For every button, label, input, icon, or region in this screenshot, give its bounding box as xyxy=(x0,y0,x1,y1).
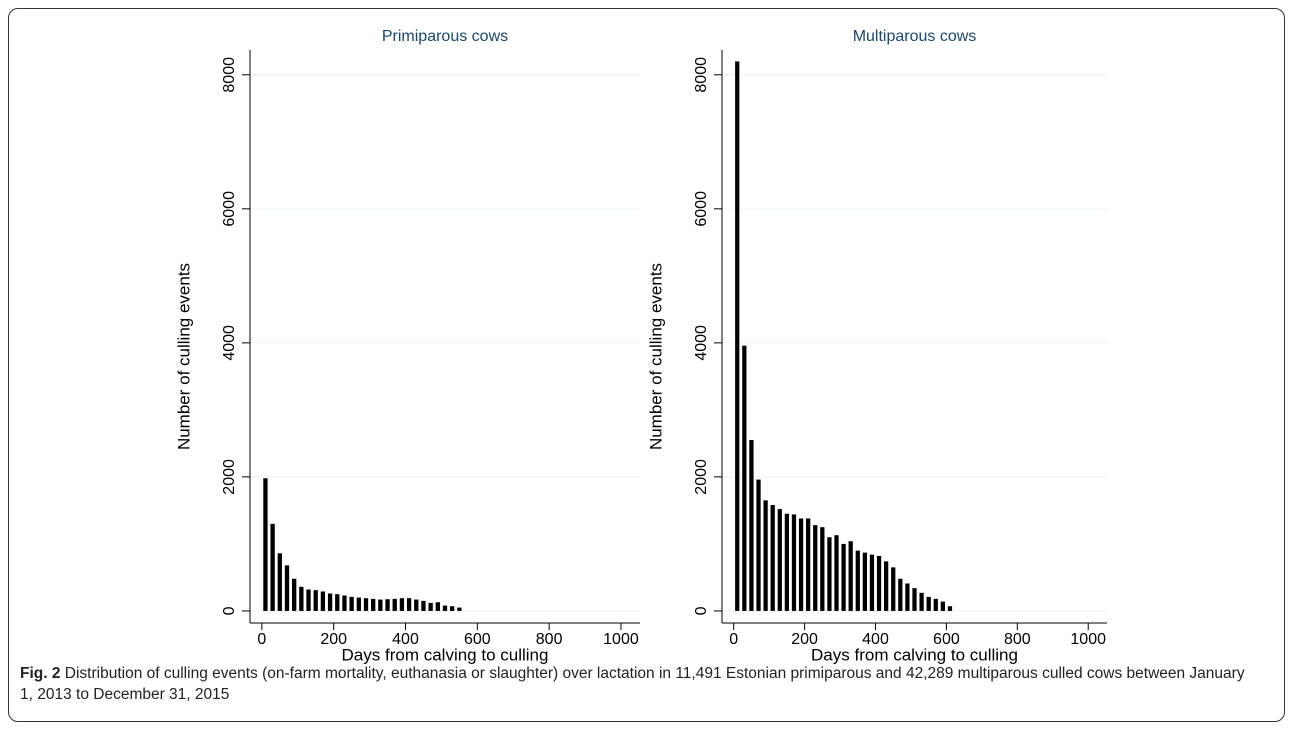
y-tick-label: 6000 xyxy=(693,191,710,227)
bar xyxy=(756,479,761,611)
bar xyxy=(947,606,953,611)
bar xyxy=(349,596,354,611)
y-tick-label: 0 xyxy=(221,606,238,615)
bar xyxy=(428,602,433,611)
bar xyxy=(414,599,419,611)
y-tick-label: 6000 xyxy=(221,191,238,227)
bar xyxy=(891,567,896,611)
bar xyxy=(862,552,867,611)
bar xyxy=(371,598,376,611)
y-tick-label: 8000 xyxy=(693,57,710,93)
bar xyxy=(777,509,782,611)
caption-label: Fig. 2 xyxy=(20,665,61,682)
bar xyxy=(749,440,754,611)
bar xyxy=(798,518,804,611)
bar xyxy=(806,518,811,611)
bar xyxy=(435,602,440,611)
bar xyxy=(406,598,412,611)
bar xyxy=(841,543,846,611)
bar xyxy=(919,592,924,611)
bar xyxy=(813,525,818,611)
bar xyxy=(834,535,839,611)
bar xyxy=(827,537,832,611)
bar xyxy=(884,561,889,611)
bar xyxy=(912,588,917,611)
bar xyxy=(940,601,945,611)
x-tick-label: 0 xyxy=(257,631,266,648)
bar xyxy=(292,578,297,611)
y-axis-label: Number of culling events xyxy=(646,263,665,450)
y-tick-label: 0 xyxy=(693,606,710,615)
bar xyxy=(342,595,347,611)
y-axis-label: Number of culling events xyxy=(174,263,193,450)
bar xyxy=(905,583,910,611)
bar xyxy=(855,550,860,611)
bar xyxy=(450,606,455,611)
y-tick-label: 4000 xyxy=(693,325,710,361)
figure-frame xyxy=(8,8,1285,722)
bar xyxy=(363,598,369,611)
x-tick-label: 600 xyxy=(464,631,491,648)
bar xyxy=(876,555,882,611)
bar xyxy=(933,598,938,611)
bar xyxy=(791,514,797,611)
caption-text: Distribution of culling events (on-farm … xyxy=(20,665,1245,703)
bar xyxy=(848,541,853,611)
x-tick-label: 600 xyxy=(933,631,960,648)
y-tick-label: 8000 xyxy=(221,57,238,93)
caption: Fig. 2 Distribution of culling events (o… xyxy=(20,663,1250,705)
x-tick-label: 400 xyxy=(392,631,419,648)
bar xyxy=(457,607,462,611)
chart-title: Primiparous cows xyxy=(382,28,508,45)
bar xyxy=(421,600,426,611)
bar xyxy=(270,523,275,611)
bar xyxy=(277,553,282,611)
bar xyxy=(378,599,383,611)
y-tick-label: 4000 xyxy=(221,325,238,361)
bar xyxy=(926,596,931,611)
bar xyxy=(442,605,448,611)
bar xyxy=(284,565,290,611)
bar xyxy=(742,345,747,611)
x-tick-label: 1000 xyxy=(603,631,639,648)
bar xyxy=(869,554,875,611)
chart-title: Multiparous cows xyxy=(853,28,977,45)
bar xyxy=(299,586,304,611)
bar xyxy=(327,593,333,611)
bar xyxy=(763,500,768,611)
bar xyxy=(392,598,397,611)
y-tick-label: 2000 xyxy=(693,459,710,495)
bar xyxy=(820,527,825,611)
x-tick-label: 800 xyxy=(536,631,563,648)
bar xyxy=(306,589,311,611)
x-tick-label: 800 xyxy=(1004,631,1031,648)
bar xyxy=(335,594,340,611)
x-tick-label: 200 xyxy=(791,631,818,648)
bar xyxy=(784,513,790,611)
x-axis-label: Days from calving to culling xyxy=(342,645,549,664)
bar xyxy=(263,478,268,611)
bar xyxy=(356,597,361,611)
bar xyxy=(399,598,405,611)
bar xyxy=(770,505,775,611)
bar xyxy=(313,590,318,611)
y-tick-label: 2000 xyxy=(221,459,238,495)
bar xyxy=(898,578,903,611)
x-tick-label: 1000 xyxy=(1070,631,1106,648)
x-axis-label: Days from calving to culling xyxy=(811,645,1018,664)
bar xyxy=(385,599,390,611)
x-tick-label: 200 xyxy=(320,631,347,648)
x-tick-label: 0 xyxy=(729,631,738,648)
bar xyxy=(735,61,740,611)
bar xyxy=(320,591,326,611)
x-tick-label: 400 xyxy=(862,631,889,648)
